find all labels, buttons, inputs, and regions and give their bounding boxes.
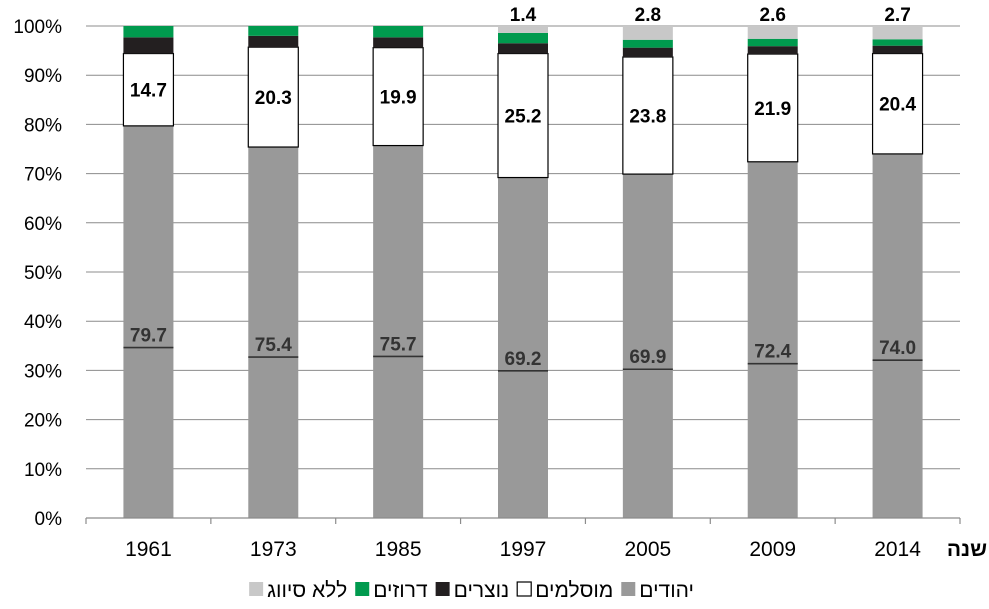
- x-axis-title: שנה: [947, 538, 987, 561]
- bar-segment: [373, 145, 424, 518]
- bar-segment: [123, 37, 174, 54]
- x-axis: 1961 1973 1985 1997 2005 2009 2014: [85, 517, 961, 561]
- y-tick-label: 100%: [13, 17, 62, 38]
- legend-swatch: [516, 581, 532, 597]
- y-tick-label: 60%: [24, 214, 62, 235]
- data-label: 72.4: [754, 342, 791, 363]
- data-label: 19.9: [380, 88, 417, 109]
- bar-segment: [498, 177, 548, 518]
- bar-segment: [123, 125, 174, 518]
- bar-segment: [747, 161, 798, 519]
- x-tick-label: 2005: [624, 538, 671, 561]
- bar-segment: [747, 26, 798, 39]
- data-labels: 79.7 14.7 75.4 20.3 75.7 19.9 69.2 25.2 1.4 69.9 2…: [123, 5, 923, 372]
- bar-segment: [872, 45, 923, 54]
- bar-segment: [747, 46, 798, 55]
- x-tick-label: 1997: [500, 538, 547, 561]
- data-label: 23.8: [629, 107, 666, 128]
- bar-segment: [248, 35, 299, 48]
- y-tick-label: 20%: [24, 411, 62, 432]
- bar-segment: [747, 38, 798, 47]
- data-label: 75.4: [255, 335, 292, 356]
- bar-segment: [497, 52, 549, 179]
- bar-segment: [622, 39, 673, 48]
- data-label: 21.9: [754, 99, 791, 120]
- legend-label: דרוזים: [373, 579, 428, 602]
- legend-label: מוסלמים: [535, 579, 613, 602]
- x-tick-label: 2014: [874, 538, 921, 561]
- data-label: 75.7: [380, 334, 417, 355]
- bars: [122, 26, 924, 519]
- legend: יהודים מוסלמים נוצרים דרוזים ללא סיווג: [249, 579, 694, 602]
- bar-segment: [123, 26, 174, 38]
- y-tick-label: 10%: [24, 460, 62, 481]
- data-label: 14.7: [130, 81, 167, 102]
- y-tick-label: 70%: [24, 165, 62, 186]
- bar-segment: [871, 52, 924, 155]
- bar-segment: [373, 37, 424, 48]
- data-label: 74.0: [879, 338, 916, 359]
- legend-swatch: [249, 582, 264, 596]
- y-axis-ticks: 0% 10% 20% 30% 40% 50% 60% 70% 80% 90% 100%: [13, 17, 62, 530]
- data-label: 20.3: [255, 88, 292, 109]
- bar-segment: [872, 39, 923, 46]
- x-tick-label: 1961: [125, 538, 172, 561]
- data-label: 1.4: [510, 5, 537, 26]
- bar-segment: [498, 26, 548, 33]
- y-tick-label: 0%: [35, 509, 63, 530]
- legend-swatch: [435, 582, 450, 596]
- x-tick-label: 1973: [250, 538, 297, 561]
- y-tick-label: 40%: [24, 312, 62, 333]
- bar-segment: [372, 47, 424, 147]
- bar-segment: [122, 52, 175, 127]
- bar-segment: [248, 147, 299, 519]
- data-label: 2.7: [884, 5, 910, 26]
- data-label: 69.2: [505, 349, 542, 370]
- bar-segment: [872, 153, 923, 519]
- bar-segment: [872, 26, 923, 40]
- bar-segment: [622, 47, 673, 57]
- bar-segment: [498, 43, 548, 54]
- y-tick-label: 80%: [24, 115, 62, 136]
- legend-label: יהודים: [639, 579, 694, 602]
- x-tick-label: 1985: [375, 538, 422, 561]
- y-tick-label: 50%: [24, 263, 62, 284]
- data-label: 79.7: [130, 326, 167, 347]
- bar-segment: [622, 174, 673, 519]
- data-label: 69.9: [629, 347, 666, 368]
- bar-segment: [373, 26, 424, 38]
- legend-label: נוצרים: [454, 579, 510, 602]
- data-label: 2.6: [760, 5, 786, 26]
- y-tick-label: 30%: [24, 361, 62, 382]
- data-label: 25.2: [505, 107, 542, 128]
- bar-segment: [622, 26, 673, 40]
- x-tick-label: 2009: [749, 538, 796, 561]
- legend-swatch: [355, 582, 370, 596]
- bar-segment: [498, 32, 548, 44]
- legend-label: ללא סיווג: [267, 579, 347, 602]
- data-label: 2.8: [635, 5, 661, 26]
- y-tick-label: 90%: [24, 66, 62, 87]
- data-label: 20.4: [879, 95, 916, 116]
- legend-swatch: [621, 582, 636, 596]
- bar-segment: [248, 26, 299, 36]
